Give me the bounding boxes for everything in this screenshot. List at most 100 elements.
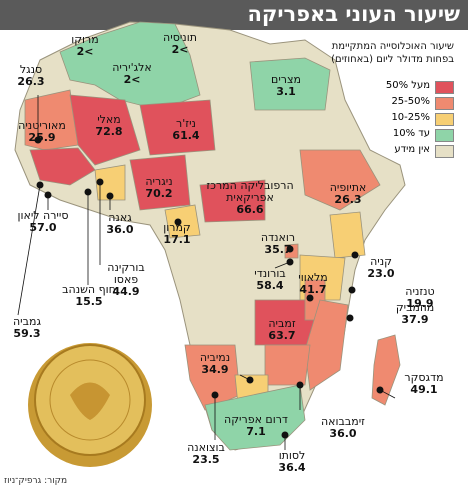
label-rwanda: רואנדה 35.7 <box>250 232 306 256</box>
legend-label: 25-50% <box>391 96 430 107</box>
legend-label: אין מידע <box>394 144 430 155</box>
region-niger <box>139 99 216 156</box>
country-name: אלג'יריה <box>112 61 152 74</box>
country-value: 23.5 <box>192 453 220 466</box>
country-name: אתיופיה <box>329 181 367 194</box>
label-burundi: בורונדי 58.4 <box>240 268 300 292</box>
label-egypt: מצרים 3.1 <box>258 74 314 98</box>
label-cameroon: קמרון 17.1 <box>150 222 204 246</box>
label-mozambique: מוזמביק 37.9 <box>382 302 448 326</box>
marker-kenya <box>351 251 359 259</box>
country-value: 23.0 <box>367 267 395 280</box>
label-malawi: מלאווי 41.7 <box>286 272 340 296</box>
country-value: 36.0 <box>329 427 357 440</box>
country-name: סנגל <box>19 63 43 76</box>
country-name: רואנדה <box>260 231 296 244</box>
country-name: טנזניה <box>405 285 435 298</box>
region-maghreb <box>59 21 201 111</box>
region-zimbabwe <box>264 344 311 386</box>
legend-swatch <box>435 145 454 158</box>
country-value: 70.2 <box>145 187 173 200</box>
label-ethiopia: אתיופיה 26.3 <box>318 182 378 206</box>
region-west-coast <box>29 147 96 186</box>
country-value: 15.5 <box>75 295 103 308</box>
region-car <box>199 179 266 223</box>
country-name: נמיביה <box>199 351 231 364</box>
legend-item-10-25: 10-25% <box>344 112 454 126</box>
legend-label: 10-25% <box>391 112 430 123</box>
region-mozambique <box>304 299 349 391</box>
label-botswana: בוצואנה 23.5 <box>176 442 236 466</box>
legend-label: מעל 50% <box>385 80 430 91</box>
region-mali <box>69 94 141 166</box>
country-value: 49.1 <box>410 383 438 396</box>
label-niger: ניז'ר 61.4 <box>160 118 212 142</box>
country-name: בורקינה פאסו <box>107 261 145 286</box>
marker-rwanda <box>286 245 294 253</box>
label-tanzania: טנזניה 19.9 <box>392 286 448 310</box>
country-value: 3.1 <box>276 85 296 98</box>
region-kenya <box>329 211 366 259</box>
country-name: קמרון <box>163 221 191 234</box>
label-car: הרפובליקה המרכז אפריקאית 66.6 <box>200 180 300 216</box>
country-name: גאנה <box>108 211 132 224</box>
marker-mozambique <box>346 314 354 322</box>
region-nigeria <box>129 154 191 211</box>
label-kenya: קניה 23.0 <box>356 256 406 280</box>
country-name: גמביה <box>12 315 41 328</box>
marker-cameroon <box>174 218 182 226</box>
country-value: 37.9 <box>401 313 429 326</box>
marker-tanzania <box>348 286 356 294</box>
country-name: ניגריה <box>145 175 173 188</box>
legend-swatch <box>435 97 454 110</box>
country-value: 25.9 <box>28 131 56 144</box>
label-nigeria: ניגריה 70.2 <box>132 176 186 200</box>
legend-swatch <box>435 129 454 142</box>
country-value: 41.7 <box>299 283 327 296</box>
label-mauritania: מאוריטניה 25.9 <box>8 120 76 144</box>
country-value: 66.6 <box>236 203 264 216</box>
marker-malawi <box>306 294 314 302</box>
map-title: שיעור העוני באפריקה <box>247 2 460 26</box>
country-value: 26.3 <box>334 193 362 206</box>
legend-item-over-50: מעל 50% <box>344 80 454 94</box>
label-tunisia: תוניסיה >2 <box>150 32 210 56</box>
label-senegal: סנגל 26.3 <box>6 64 56 88</box>
country-value: 26.3 <box>17 75 45 88</box>
country-name: תוניסיה <box>163 31 197 44</box>
region-egypt <box>249 57 331 111</box>
leader-lines <box>17 95 396 450</box>
country-value: 57.0 <box>29 221 57 234</box>
label-ghana: גאנה 36.0 <box>98 212 142 236</box>
country-name: זימבבואה <box>321 415 365 428</box>
country-value: >2 <box>171 43 189 56</box>
country-value: 44.9 <box>112 285 140 298</box>
label-ivory-coast: חוף השנהב 15.5 <box>58 284 120 308</box>
country-name: זמביה <box>268 317 296 330</box>
country-name: ניז'ר <box>176 117 196 130</box>
country-name: מדגסקר <box>404 371 444 384</box>
region-ethiopia <box>299 149 381 211</box>
label-sierra-leone: סיירה ליאון 57.0 <box>14 210 72 234</box>
country-value: 34.9 <box>201 363 229 376</box>
country-value: 61.4 <box>172 129 200 142</box>
country-value: 63.7 <box>268 329 296 342</box>
country-name: דרום אפריקה <box>224 413 288 426</box>
label-zambia: זמביה 63.7 <box>258 318 306 342</box>
country-name: חוף השנהב <box>62 283 116 296</box>
country-name: לסותו <box>278 449 306 462</box>
legend-title: שיעור האוכלוסייה המתקיימת בפחות מדולר לי… <box>331 41 454 65</box>
country-name: בוצואנה <box>187 441 225 454</box>
country-value: 36.4 <box>278 461 306 474</box>
region-cameroon <box>164 204 201 239</box>
country-name: סיירה ליאון <box>17 209 69 222</box>
label-gambia: גמביה 59.3 <box>2 316 52 340</box>
country-name: הרפובליקה המרכז אפריקאית <box>206 179 294 204</box>
country-name: מאוריטניה <box>18 119 66 132</box>
gold-coin-image <box>28 343 152 467</box>
label-algeria: אלג'יריה >2 <box>102 62 162 86</box>
country-name: מלאווי <box>298 271 328 284</box>
country-value: 58.4 <box>256 279 284 292</box>
label-morocco: מרוקו >2 <box>60 34 110 58</box>
